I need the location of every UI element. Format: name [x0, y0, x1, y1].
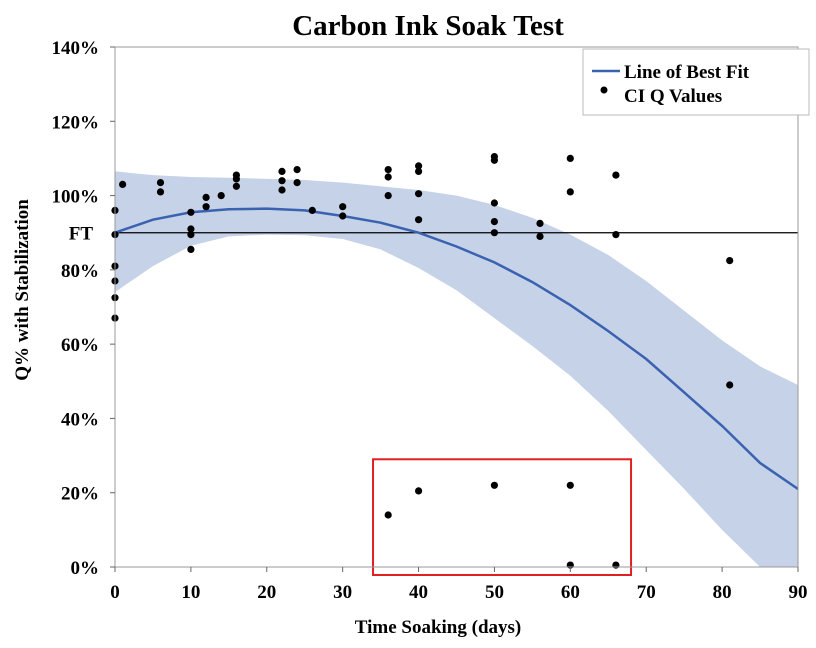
data-point — [566, 481, 574, 489]
data-point — [536, 232, 544, 240]
legend: Line of Best Fit CI Q Values — [582, 48, 810, 116]
y-tick-label: 60% — [61, 335, 99, 356]
legend-box — [582, 48, 810, 116]
data-point — [339, 203, 347, 211]
data-point — [490, 199, 498, 207]
data-point — [726, 381, 734, 389]
legend-point-swatch — [600, 86, 608, 94]
data-point — [119, 180, 127, 188]
data-point — [536, 219, 544, 227]
x-tick-label: 0 — [110, 582, 120, 603]
data-point — [490, 156, 498, 164]
confidence-band — [115, 171, 798, 567]
data-point — [384, 511, 392, 519]
y-axis-label: Q% with Stabilization — [12, 199, 33, 381]
data-point — [726, 257, 734, 265]
data-point — [566, 154, 574, 162]
y-axis-ticks: 0% 20% 40% 60% 80% 100% 120% 140% — [52, 38, 115, 579]
data-point — [415, 167, 423, 175]
data-point — [384, 166, 392, 174]
data-point — [490, 218, 498, 226]
x-axis-label: Time Soaking (days) — [355, 617, 521, 638]
data-point — [384, 173, 392, 181]
points-layer — [111, 153, 734, 569]
data-point — [384, 192, 392, 200]
x-tick-label: 70 — [637, 582, 656, 603]
x-tick-label: 80 — [713, 582, 732, 603]
data-point — [612, 231, 620, 239]
data-point — [187, 225, 195, 233]
data-point — [187, 245, 195, 253]
data-point — [156, 188, 165, 196]
x-tick-label: 20 — [257, 582, 276, 603]
best-fit-line — [114, 207, 799, 491]
data-point — [415, 162, 423, 170]
data-point — [490, 229, 498, 237]
x-tick-label: 10 — [181, 582, 200, 603]
x-tick-label: 30 — [333, 582, 352, 603]
data-point — [293, 179, 301, 187]
data-point — [202, 193, 210, 201]
y-tick-label: 140% — [52, 38, 100, 59]
legend-label-points: CI Q Values — [624, 86, 722, 107]
data-point — [612, 561, 620, 569]
highlight-layer — [372, 458, 633, 576]
data-point — [566, 188, 574, 196]
data-point — [490, 481, 498, 489]
highlight-box — [372, 458, 633, 576]
x-tick-label: 50 — [485, 582, 504, 603]
legend-label-fit: Line of Best Fit — [624, 62, 750, 83]
data-point — [612, 171, 620, 179]
y-tick-label: 120% — [52, 112, 100, 133]
y-tick-label: 80% — [61, 261, 99, 282]
x-axis-ticks: 0 10 20 30 40 50 60 70 80 90 — [110, 567, 808, 603]
confidence-band-layer — [115, 171, 798, 567]
fit-line-layer — [114, 207, 799, 491]
data-point — [232, 182, 240, 190]
chart-title: Carbon Ink Soak Test — [292, 10, 564, 42]
y-tick-label: 20% — [61, 484, 99, 505]
data-point — [278, 186, 286, 194]
data-point — [187, 208, 195, 216]
data-point — [293, 166, 301, 174]
data-point — [278, 167, 286, 175]
data-point — [339, 212, 347, 220]
data-point — [415, 487, 423, 495]
x-tick-label: 60 — [561, 582, 580, 603]
data-point — [278, 177, 286, 185]
data-point — [217, 192, 225, 200]
data-point — [415, 216, 423, 224]
y-tick-label: 100% — [52, 187, 100, 208]
data-point — [187, 231, 195, 239]
data-point — [156, 179, 165, 187]
x-tick-label: 90 — [789, 582, 808, 603]
reference-line-label: FT — [69, 224, 94, 245]
y-tick-label: 40% — [61, 409, 99, 430]
data-point — [232, 175, 240, 183]
x-tick-label: 40 — [409, 582, 428, 603]
data-point — [415, 190, 423, 198]
plot-frame — [114, 46, 799, 568]
data-point — [202, 203, 210, 211]
y-tick-label: 0% — [71, 558, 100, 579]
data-point — [308, 206, 316, 214]
